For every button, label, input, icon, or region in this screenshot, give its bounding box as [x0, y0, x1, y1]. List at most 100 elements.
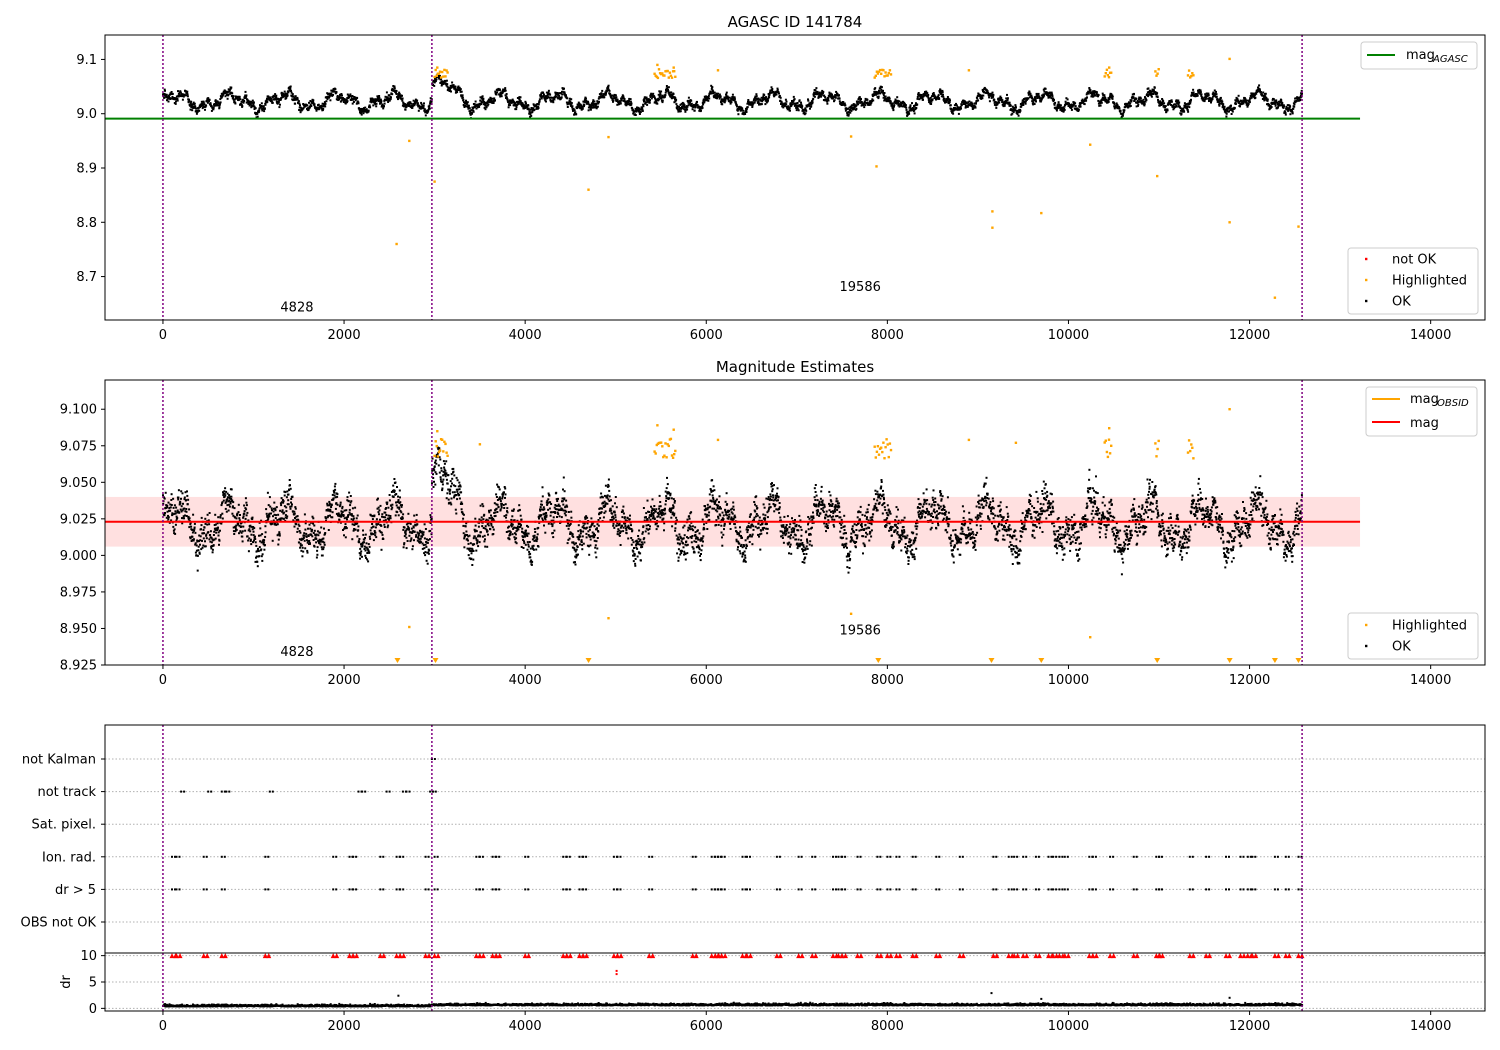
ok-point — [1049, 95, 1052, 98]
ok-point — [518, 101, 521, 104]
ok-point — [1268, 105, 1271, 108]
ok-point — [189, 102, 192, 105]
ok-point — [566, 97, 569, 100]
ok-point — [289, 88, 292, 91]
ok-point — [718, 97, 721, 100]
ok-point — [278, 531, 281, 534]
ok-point — [195, 544, 198, 547]
ok-point — [745, 109, 748, 112]
ok-point — [341, 513, 343, 516]
ok-point — [661, 101, 664, 104]
ok-point — [720, 99, 723, 102]
ok-point — [1173, 107, 1176, 110]
ok-point — [601, 89, 604, 92]
ok-point — [421, 104, 424, 107]
ok-point — [439, 82, 442, 84]
ok-point — [1180, 112, 1183, 115]
ok-point — [693, 109, 696, 112]
ok-point — [198, 109, 201, 112]
ok-point — [1099, 104, 1102, 107]
ok-point — [638, 113, 641, 115]
ok-point — [266, 519, 269, 522]
ok-point — [251, 518, 254, 521]
ok-point — [345, 509, 348, 512]
ok-point — [642, 103, 645, 106]
ok-point — [432, 84, 434, 86]
ok-point — [252, 103, 255, 106]
ok-point — [1072, 104, 1075, 107]
ok-point — [245, 508, 248, 511]
highlighted-point — [1155, 74, 1158, 77]
ok-point — [308, 101, 310, 104]
ok-point — [863, 106, 866, 109]
ok-point — [768, 92, 771, 95]
obsid-label: 4828 — [280, 300, 313, 315]
ok-point — [893, 104, 896, 107]
highlighted-point — [607, 135, 610, 139]
ok-point — [180, 497, 182, 500]
ok-point — [234, 102, 237, 105]
ok-point — [339, 100, 342, 103]
ok-point — [350, 98, 353, 101]
ok-point — [354, 506, 357, 509]
ok-point — [1043, 90, 1046, 93]
ok-point — [324, 105, 327, 108]
ok-point — [350, 518, 353, 521]
ok-point — [563, 87, 565, 90]
ok-point — [1107, 99, 1110, 102]
ok-point — [252, 534, 255, 537]
ok-point — [505, 93, 508, 95]
ok-point — [1148, 91, 1151, 94]
ok-point — [348, 96, 350, 99]
ok-point — [1097, 99, 1100, 102]
ok-point — [1183, 110, 1186, 113]
ok-point — [521, 102, 524, 105]
ok-point — [1247, 102, 1250, 105]
ok-point — [527, 108, 530, 111]
ok-point — [343, 534, 345, 537]
ok-point — [1253, 95, 1256, 98]
ok-point — [213, 527, 216, 530]
ok-point — [362, 110, 365, 112]
ok-point — [177, 90, 179, 93]
ok-point — [330, 89, 333, 92]
ok-point — [959, 106, 962, 108]
highlighted-point — [446, 71, 449, 74]
ok-point — [1124, 102, 1127, 105]
ok-point — [395, 493, 398, 495]
ok-point — [363, 538, 366, 541]
ok-point — [171, 92, 174, 95]
ok-point — [600, 92, 603, 95]
ok-point — [304, 522, 307, 525]
ok-point — [163, 496, 165, 499]
ok-point — [1290, 109, 1293, 112]
ok-point — [767, 99, 769, 102]
ok-point — [1175, 100, 1177, 103]
ok-point — [1245, 102, 1248, 104]
ok-point — [798, 99, 801, 102]
ok-point — [378, 529, 381, 532]
ok-point — [604, 93, 607, 96]
ok-point — [1170, 99, 1173, 102]
ok-point — [249, 524, 252, 527]
ok-point — [1159, 100, 1162, 103]
ok-point — [694, 105, 697, 108]
ok-point — [1132, 96, 1135, 99]
ok-point — [676, 105, 679, 107]
ok-point — [1083, 103, 1086, 106]
ok-point — [206, 99, 208, 102]
ok-point — [199, 539, 202, 542]
ok-point — [1274, 104, 1277, 107]
ok-point — [465, 99, 467, 102]
ok-point — [197, 545, 200, 548]
ok-point — [1110, 93, 1113, 96]
ok-point — [1079, 103, 1082, 106]
ok-point — [319, 540, 322, 543]
legend-box — [1360, 41, 1478, 70]
ok-point — [999, 95, 1002, 98]
ok-point — [196, 110, 199, 113]
ok-point — [299, 104, 301, 107]
ok-point — [430, 100, 433, 103]
ok-point — [359, 110, 362, 112]
ok-point — [676, 107, 678, 110]
